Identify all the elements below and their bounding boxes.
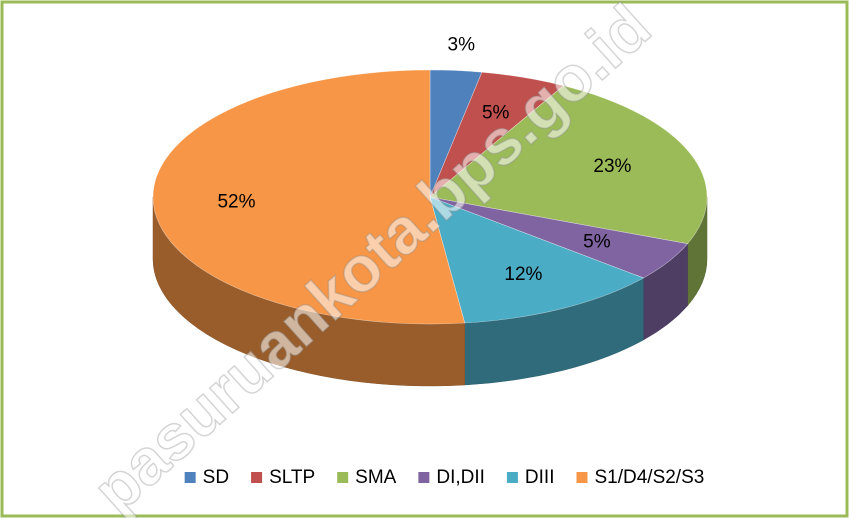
legend-swatch [506,472,518,483]
legend-label: SD [203,467,229,488]
legend-label: SMA [355,467,397,488]
pie-tops [152,69,708,325]
legend-label: SLTP [269,467,315,488]
legend-swatch [337,472,349,483]
slice [429,196,645,324]
legend: SD SLTP SMA DI,DII DIII S1/D4/S2/S3 [184,467,704,488]
value-label: 3% [448,34,476,55]
legend-swatch [184,472,196,483]
value-label: 12% [504,264,542,285]
legend-label: DI,DII [436,467,485,488]
legend-label: S1/D4/S2/S3 [594,467,704,488]
legend-label: DIII [525,467,555,488]
legend-swatch [251,472,263,483]
value-label: 52% [217,192,255,213]
pie-sides [152,196,708,387]
legend-swatch [576,472,588,483]
value-label: 23% [593,156,631,177]
legend-swatch [418,472,430,483]
value-label: 5% [583,231,611,252]
value-label: 5% [482,102,510,123]
value-labels: 3% 5% 23% 5% 12% 52% [217,34,631,285]
slice [429,85,708,245]
slice [152,69,466,325]
